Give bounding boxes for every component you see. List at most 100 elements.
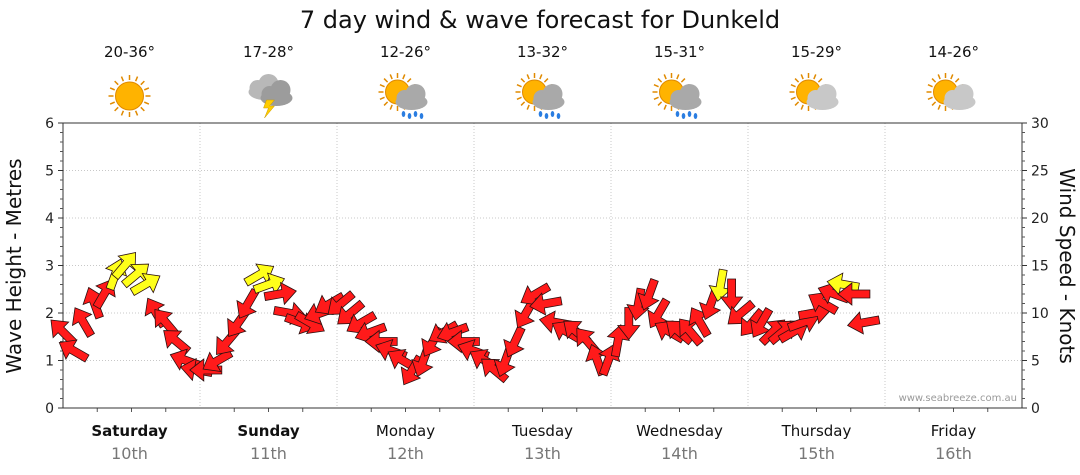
left-axis-title: Wave Height - Metres bbox=[2, 158, 26, 373]
rain-drop bbox=[681, 113, 686, 119]
sun-ray bbox=[120, 110, 125, 116]
sun-ray bbox=[389, 104, 393, 110]
wind-arrows bbox=[50, 251, 881, 386]
sun-ray bbox=[134, 110, 139, 116]
sun-ray bbox=[379, 96, 385, 100]
sun-ray bbox=[663, 104, 667, 110]
sun-icon bbox=[108, 75, 151, 117]
right-tick-label: 30 bbox=[1031, 116, 1049, 132]
sun-ray bbox=[526, 74, 530, 80]
right-tick-label: 5 bbox=[1031, 354, 1040, 370]
wind-arrow bbox=[529, 292, 563, 316]
right-tick-label: 15 bbox=[1031, 259, 1049, 275]
day-date: 15th bbox=[798, 444, 835, 463]
sun-cloud-icon bbox=[926, 73, 976, 111]
wind-arrow bbox=[163, 330, 192, 355]
sun-ray bbox=[520, 78, 526, 83]
rain-drop bbox=[556, 113, 561, 119]
left-tick-label: 6 bbox=[45, 116, 54, 132]
temperature-range: 17-28° bbox=[243, 43, 294, 61]
sun-ray bbox=[790, 84, 796, 88]
left-tick-label: 4 bbox=[45, 211, 54, 227]
rain-drop bbox=[687, 111, 692, 117]
sun-ray bbox=[937, 104, 941, 110]
rain-drop bbox=[407, 113, 412, 119]
sun-ray bbox=[539, 74, 543, 80]
sun-ray bbox=[937, 74, 941, 80]
sun-ray bbox=[402, 74, 406, 80]
rain-drop bbox=[550, 111, 555, 117]
cloud-shape bbox=[943, 84, 976, 110]
rain-drop bbox=[544, 113, 549, 119]
sun-ray bbox=[800, 104, 804, 110]
sun-ray bbox=[134, 76, 139, 82]
day-date: 10th bbox=[111, 444, 148, 463]
left-axis-ticks: 0 1 2 3 4 5 6 bbox=[45, 116, 63, 417]
temperature-range: 13-32° bbox=[517, 43, 568, 61]
wind-arrow bbox=[189, 358, 223, 382]
sun-ray bbox=[657, 101, 663, 106]
sun-ray bbox=[143, 87, 150, 91]
sun-ray bbox=[927, 96, 933, 100]
sun-ray bbox=[140, 80, 145, 86]
day-name: Saturday bbox=[91, 422, 168, 440]
weather-icons bbox=[108, 73, 976, 119]
sun-ray bbox=[143, 101, 150, 105]
day-date: 12th bbox=[387, 444, 424, 463]
sun-ray bbox=[931, 78, 937, 83]
right-tick-label: 10 bbox=[1031, 306, 1049, 322]
right-tick-label: 0 bbox=[1031, 401, 1040, 417]
chart-title: 7 day wind & wave forecast for Dunkeld bbox=[300, 6, 780, 34]
right-axis-title: Wind Speed - Knots bbox=[1055, 168, 1079, 364]
temperature-range: 15-31° bbox=[654, 43, 705, 61]
wind-arrow bbox=[647, 297, 671, 329]
sun-ray bbox=[140, 106, 145, 112]
rain-drop bbox=[538, 111, 543, 117]
temperature-range: 14-26° bbox=[928, 43, 979, 61]
wind-arrow bbox=[263, 281, 297, 306]
sun-ray bbox=[114, 106, 119, 112]
left-tick-label: 3 bbox=[45, 259, 54, 275]
sun-ray bbox=[389, 74, 393, 80]
sun-ray bbox=[109, 87, 116, 91]
day-name: Monday bbox=[376, 422, 435, 440]
temperature-range: 12-26° bbox=[380, 43, 431, 61]
temperature-range: 15-29° bbox=[791, 43, 842, 61]
sun-ray bbox=[109, 101, 116, 105]
sun-ray bbox=[794, 101, 800, 106]
left-tick-label: 5 bbox=[45, 164, 54, 180]
sun-ray bbox=[516, 96, 522, 100]
sun-ray bbox=[114, 80, 119, 86]
right-axis-ticks: 0 5 10 15 20 25 30 bbox=[1022, 116, 1049, 417]
sun-ray bbox=[657, 78, 663, 83]
sun-ray bbox=[676, 74, 680, 80]
day-name: Friday bbox=[931, 422, 977, 440]
lightning-bolt bbox=[263, 99, 276, 119]
sun-ray bbox=[817, 78, 823, 83]
credit-text: www.seabreeze.com.au bbox=[899, 393, 1017, 404]
wind-arrow bbox=[481, 358, 510, 384]
rain-drop bbox=[419, 113, 424, 119]
sun-ray bbox=[383, 101, 389, 106]
wind-arrow bbox=[129, 272, 161, 297]
day-labels: Saturday 10th Sunday 11th Monday 12th Tuesday 1… bbox=[91, 422, 976, 463]
sun-cloud-rain-icon bbox=[652, 73, 702, 119]
wind-arrow bbox=[111, 251, 137, 281]
day-date: 13th bbox=[524, 444, 561, 463]
wind-arrow bbox=[202, 348, 234, 373]
cloud-shape bbox=[395, 84, 428, 110]
day-date: 14th bbox=[661, 444, 698, 463]
left-tick-label: 1 bbox=[45, 354, 54, 370]
sun-ray bbox=[526, 104, 530, 110]
sun-ray bbox=[680, 78, 686, 83]
rain-drop bbox=[401, 111, 406, 117]
sun-ray bbox=[120, 76, 125, 82]
sun-ray bbox=[383, 78, 389, 83]
sun-disc bbox=[115, 81, 144, 111]
sun-ray bbox=[406, 78, 412, 83]
cloud-shape bbox=[669, 84, 702, 110]
left-tick-label: 0 bbox=[45, 401, 54, 417]
wind-arrow bbox=[71, 307, 96, 339]
sun-cloud-rain-icon bbox=[378, 73, 428, 119]
